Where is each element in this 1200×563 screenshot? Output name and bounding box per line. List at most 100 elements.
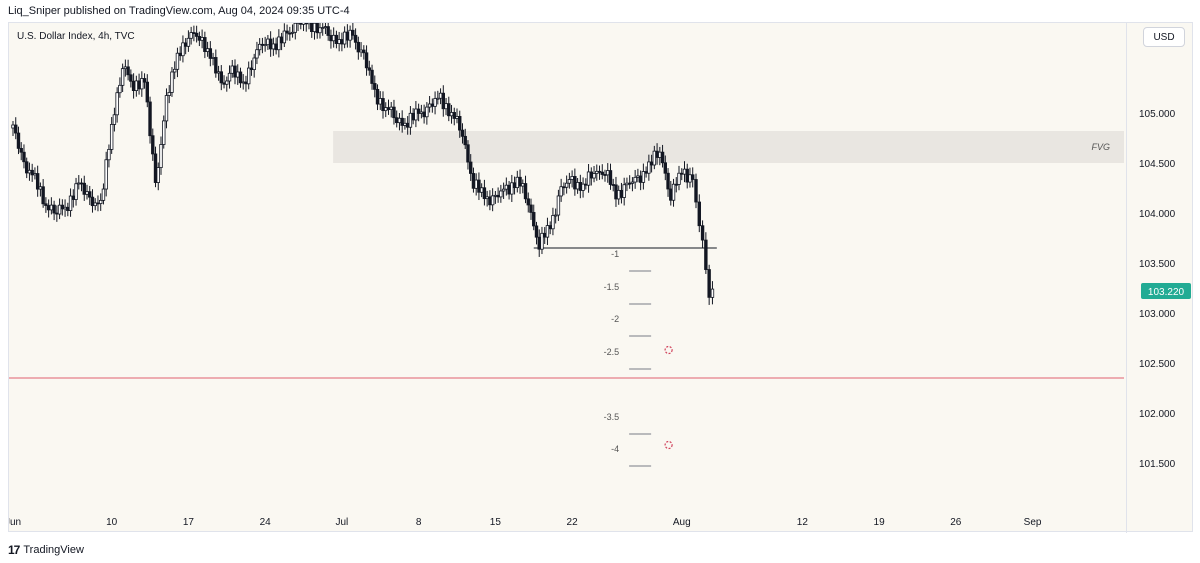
x-tick-label: Sep [1024,517,1042,528]
candle-body [63,206,67,210]
candle-body [403,122,407,126]
candle-body [419,111,424,114]
candle-body [680,172,684,175]
x-tick-label: Aug [673,517,691,528]
candle-body [200,37,204,41]
candle-body [227,72,232,82]
candle-body [183,42,188,47]
candle-body [545,225,550,238]
candle-body [82,182,86,195]
candle-body [186,37,191,47]
candle-body [389,106,393,110]
candle-body [52,204,56,214]
candle-body [93,202,97,207]
candle-body [515,176,520,189]
candle-body [447,103,451,117]
candle-body [471,173,476,189]
fib-level-label: -1 [611,249,619,259]
candle-body [649,161,654,166]
candle-body [241,81,245,84]
candle-body [257,43,262,51]
candle-body [96,202,100,205]
candle-body [627,182,632,185]
candle-body [614,184,618,200]
candle-body [55,212,59,215]
candle-body [581,183,585,191]
candle-body [466,144,470,163]
candle-body [488,196,492,206]
candle-body [575,182,580,190]
price-axis: 105.000 104.500 104.000 103.500 103.000 102.5… [1139,109,1191,470]
candle-body [496,194,500,198]
candle-body [395,117,399,124]
candle-body [19,147,23,153]
candle-body [677,172,681,185]
candle-body [474,179,478,189]
candle-body [688,174,692,183]
candle-body [510,182,514,195]
candle-body [14,124,18,134]
candle-body [301,16,306,25]
candle-body [559,186,563,197]
candle-body [266,38,270,46]
candle-body [556,195,561,216]
candle-body [359,49,363,53]
candle-body [153,153,158,183]
candle-body [655,150,659,158]
candle-body [44,203,48,206]
candle-body [603,174,607,176]
candle-body [636,175,640,178]
price-chart[interactable]: FVG -1 -1.5 -2 -2.5 -3.5 -4 Jun 10 17 24 Jul 8 15 22 Au… [5,9,1126,533]
candle-body [115,92,119,116]
candle-body [523,183,528,200]
candle-body [504,184,509,190]
fvg-label: FVG [1091,142,1110,152]
candle-body [397,117,402,124]
candle-body [140,78,144,90]
tradingview-logo[interactable]: 17 TradingView [8,543,84,557]
plot-area[interactable]: FVG -1 -1.5 -2 -2.5 -3.5 -4 Jun 10 17 24 Jul 8 15 22 Au… [5,9,1126,533]
candle-body [68,195,73,211]
y-tick-label: 103.500 [1139,259,1176,270]
candle-body [469,161,473,174]
candle-body [326,26,330,36]
x-tick-label: 8 [416,517,422,528]
candle-body [260,43,265,46]
candle-body [27,169,32,174]
candle-body [104,159,108,190]
candle-body [386,107,391,110]
candle-body [392,106,396,119]
candle-body [526,198,530,206]
candle-body [570,176,574,180]
candle-body [540,232,544,250]
candle-body [299,16,303,25]
x-tick-label: 17 [183,517,195,528]
candle-body [414,108,418,121]
candle-body [633,176,637,183]
candle-body [694,179,698,203]
candle-body [608,170,613,185]
candle-body [551,215,555,230]
candle-body [512,182,517,189]
candle-body [310,20,314,33]
chart-frame[interactable]: FVG -1 -1.5 -2 -2.5 -3.5 -4 Jun 10 17 24 Jul 8 15 22 Au… [5,9,1194,533]
candle-body [663,162,668,174]
candle-body [669,188,673,201]
candle-body [373,83,377,90]
candle-body [60,204,65,210]
candle-body [11,124,15,129]
fib-level-label: -2 [611,314,619,324]
candle-body [638,175,643,183]
candle-body [518,176,522,187]
candle-body [521,183,525,187]
candle-body [109,124,114,150]
price-scale[interactable]: 105.000 104.500 104.000 103.500 103.000 102.5… [1126,23,1194,533]
candle-body [249,67,254,71]
candle-body [353,34,358,43]
x-tick-label: 19 [874,517,886,528]
candle-body [312,22,317,33]
currency-button[interactable]: USD [1143,27,1185,47]
candle-body [449,112,454,117]
candle-body [704,239,708,270]
candle-body [697,201,701,227]
